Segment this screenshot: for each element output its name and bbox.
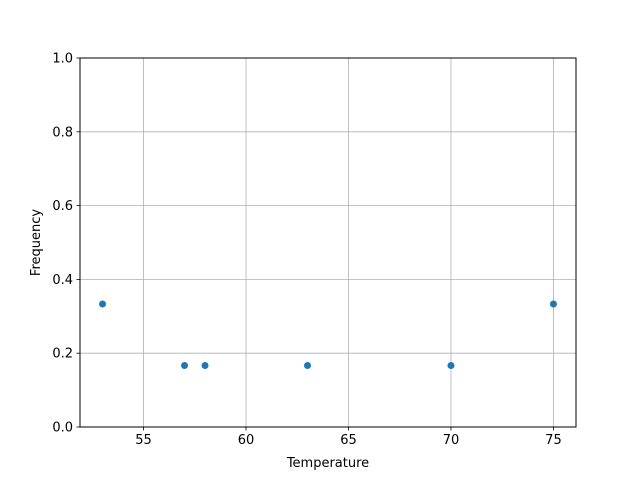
y-tick-label: 0.0	[52, 421, 73, 436]
y-tick-label: 0.2	[52, 347, 73, 362]
x-axis-label: Temperature	[286, 456, 369, 471]
x-tick-label: 60	[238, 433, 255, 448]
y-tick-label: 0.8	[52, 125, 73, 140]
y-tick-label: 1.0	[52, 52, 73, 67]
data-point	[549, 300, 557, 308]
ticks: 55 60 65 70 75 0.0 0.2 0.4 0.6 0.8 1.0	[52, 52, 561, 449]
y-axis-label: Frequency	[29, 209, 44, 276]
y-tick-label: 0.4	[52, 273, 73, 288]
x-tick-label: 55	[135, 433, 152, 448]
data-point	[201, 361, 209, 369]
grid	[80, 57, 576, 428]
x-tick-label: 75	[545, 433, 562, 448]
y-tick-label: 0.6	[52, 199, 73, 214]
x-tick-label: 65	[340, 433, 357, 448]
data-point	[181, 361, 189, 369]
data-points	[99, 300, 557, 369]
plot-frame	[79, 57, 577, 428]
data-point	[447, 361, 455, 369]
data-point	[99, 300, 107, 308]
data-point	[304, 361, 312, 369]
x-tick-label: 70	[443, 433, 460, 448]
